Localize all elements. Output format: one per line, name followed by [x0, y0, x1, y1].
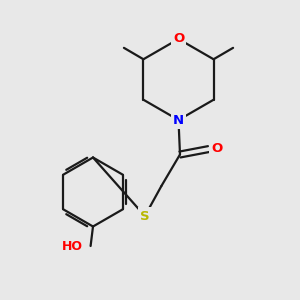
Text: N: N — [173, 113, 184, 127]
Text: HO: HO — [62, 239, 83, 253]
Text: O: O — [173, 32, 184, 46]
Text: S: S — [140, 209, 150, 223]
Text: O: O — [211, 142, 222, 155]
